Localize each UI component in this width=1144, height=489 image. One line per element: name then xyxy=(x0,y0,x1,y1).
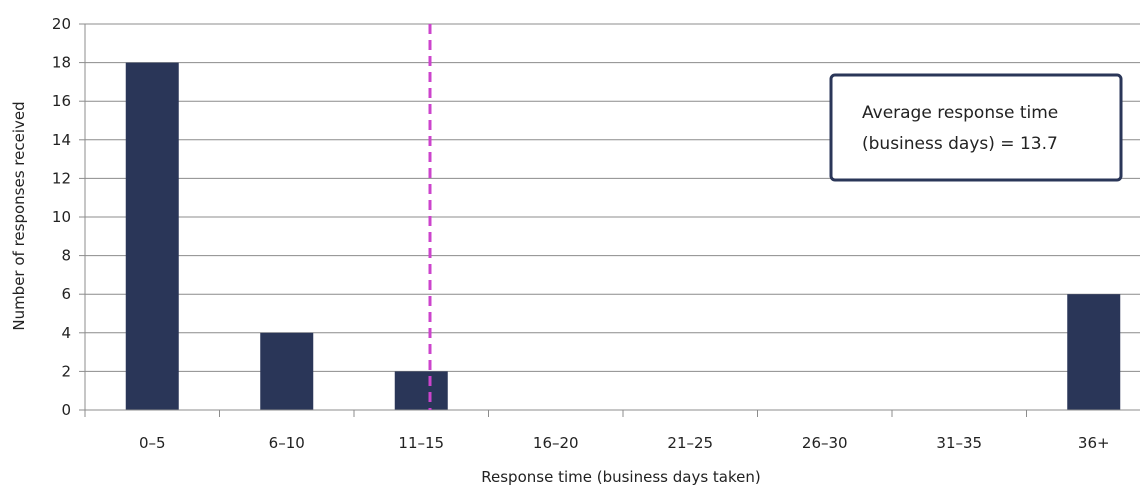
x-tick-label: 21–25 xyxy=(667,434,713,452)
y-tick-label: 18 xyxy=(52,54,71,72)
bar xyxy=(125,62,179,410)
bar xyxy=(394,371,448,410)
axes xyxy=(79,23,1140,417)
y-tick-label: 14 xyxy=(52,131,71,149)
bar xyxy=(1067,294,1121,410)
y-tick-label: 8 xyxy=(61,247,71,265)
x-tick-label: 6–10 xyxy=(269,434,305,452)
y-tick-label: 4 xyxy=(61,324,71,342)
y-axis-label: Number of responses received xyxy=(10,101,28,330)
x-axis-label: Response time (business days taken) xyxy=(481,468,760,486)
y-tick-label: 0 xyxy=(61,401,71,419)
y-tick-label: 6 xyxy=(61,285,71,303)
bars xyxy=(125,62,1121,410)
x-tick-label: 31–35 xyxy=(936,434,982,452)
y-tick-label: 2 xyxy=(61,362,71,380)
bar xyxy=(260,332,314,410)
x-tick-label: 0–5 xyxy=(139,434,166,452)
y-tick-label: 10 xyxy=(52,208,71,226)
annotation-line-2: (business days) = 13.7 xyxy=(862,134,1058,154)
y-tick-label: 20 xyxy=(52,15,71,33)
x-tick-label: 26–30 xyxy=(802,434,848,452)
y-tick-label: 16 xyxy=(52,92,71,110)
y-tick-label: 12 xyxy=(52,169,71,187)
annotation-box: Average response time (business days) = … xyxy=(829,73,1123,182)
x-tick-label: 16–20 xyxy=(533,434,579,452)
x-tick-label: 11–15 xyxy=(398,434,444,452)
x-tick-label: 36+ xyxy=(1078,434,1110,452)
annotation-line-1: Average response time xyxy=(862,103,1058,123)
x-tick-labels: 0–5 6–10 11–15 16–20 21–25 26–30 31–35 36+ xyxy=(139,434,1110,452)
y-tick-labels: 0 2 4 6 8 10 12 14 16 18 20 xyxy=(52,15,71,419)
